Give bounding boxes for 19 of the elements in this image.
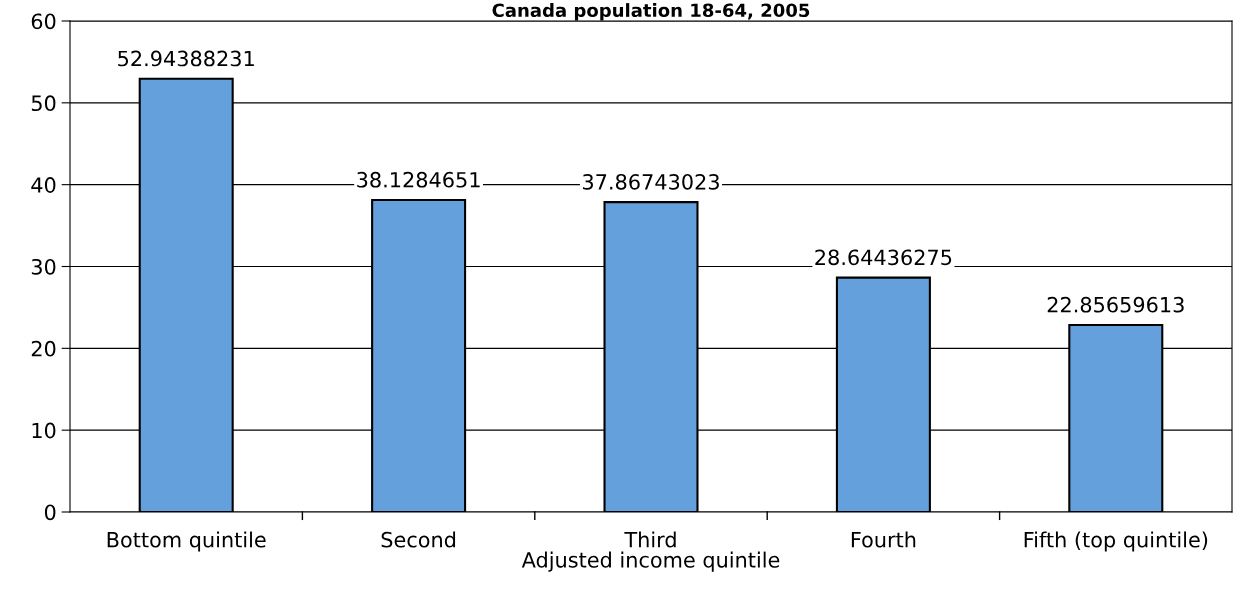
y-tick-label: 30 (31, 258, 56, 275)
x-tick-label: Bottom quintile (107, 531, 266, 552)
x-tick-label: Second (381, 531, 456, 548)
x-axis-title: Adjusted income quintile (521, 551, 780, 572)
y-tick-label: 10 (32, 422, 56, 439)
y-tick-label: 50 (31, 95, 56, 112)
y-tick-label: 40 (31, 177, 56, 193)
x-tick-label: Third (624, 531, 676, 548)
data-label: 28.64436275 (815, 249, 952, 266)
y-tick-label: 0 (44, 504, 56, 521)
y-tick-label: 20 (31, 340, 56, 357)
x-tick-label: Fifth (top quintile) (1024, 531, 1208, 552)
data-label: 52.94388231 (118, 50, 254, 67)
data-label: 38.1284651 (357, 171, 480, 188)
x-tick-label: Fourth (851, 531, 916, 548)
chart-title: Canada population 18-64, 2005 (492, 3, 810, 21)
data-label: 37.86743023 (583, 173, 719, 190)
data-label: 22.85659613 (1047, 296, 1184, 313)
y-tick-label: 60 (31, 13, 56, 30)
